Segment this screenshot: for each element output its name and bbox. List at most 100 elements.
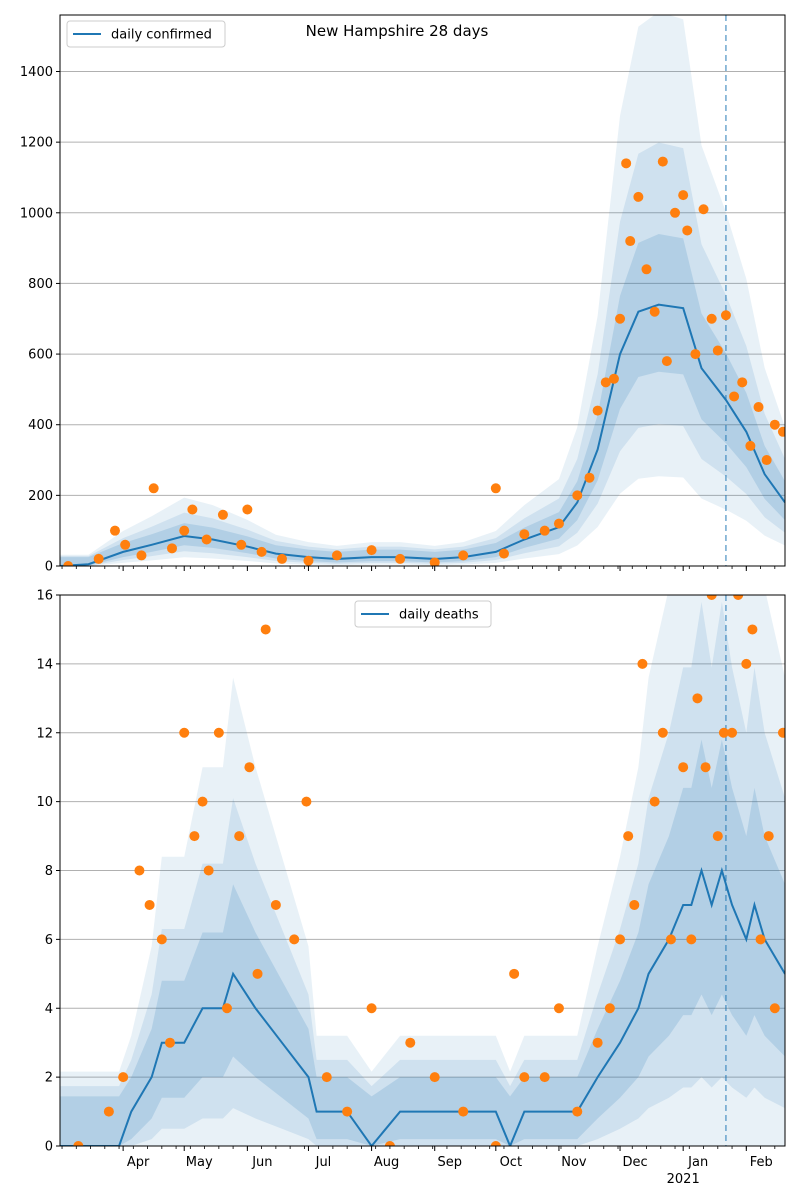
x-tick-label: Jun <box>251 1155 272 1170</box>
confirmed-observed-point <box>572 490 583 501</box>
deaths-uncertainty-bands <box>60 595 785 1146</box>
deaths-observed-point <box>366 1003 377 1014</box>
deaths-observed-point <box>270 899 281 910</box>
confirmed-observed-point <box>729 391 740 402</box>
confirmed-legend: daily confirmed <box>66 20 226 48</box>
deaths-observed-point <box>649 796 660 807</box>
confirmed-observed-point <box>553 518 564 529</box>
deaths-band-1 <box>60 595 785 1146</box>
deaths-legend-box <box>354 600 492 628</box>
deaths-observed-point <box>73 1141 84 1146</box>
deaths-observed-point <box>678 762 689 773</box>
confirmed-observed-point <box>625 236 636 247</box>
deaths-y-tick-label: 8 <box>45 864 53 879</box>
deaths-y-tick-label: 2 <box>45 1071 53 1086</box>
confirmed-observed-point <box>490 483 501 494</box>
deaths-observed-point <box>604 1003 615 1014</box>
deaths-y-tick-label: 0 <box>45 1140 53 1155</box>
deaths-observed-point <box>164 1037 175 1048</box>
x-tick-label: Nov <box>561 1155 587 1170</box>
x-tick-label: Jul <box>315 1155 332 1170</box>
deaths-observed-point <box>509 968 520 979</box>
confirmed-observed-points <box>63 156 785 566</box>
deaths-observed-point <box>156 934 167 945</box>
confirmed-observed-point <box>720 310 731 321</box>
confirmed-observed-point <box>429 557 440 566</box>
deaths-observed-point <box>592 1037 603 1048</box>
confirmed-observed-point <box>706 313 717 324</box>
confirmed-band-2 <box>60 142 785 566</box>
deaths-x-axis: Apr May Jun Jul Aug Sep Oct Nov Dec Jan Feb 2021 <box>61 1146 776 1187</box>
deaths-observed-point <box>763 831 774 842</box>
deaths-observed-point <box>179 727 190 738</box>
deaths-y-axis: 0 2 4 6 8 10 12 14 16 <box>36 589 60 1155</box>
confirmed-observed-point <box>698 204 709 215</box>
confirmed-observed-point <box>600 377 611 388</box>
deaths-legend: daily deaths <box>354 600 492 628</box>
x-tick-label: Oct <box>500 1155 522 1170</box>
deaths-observed-point <box>657 727 668 738</box>
deaths-panel: 0 2 4 6 8 10 12 14 16 Apr May Jun Jul Aug Sep Oct Nov De… <box>36 589 786 1187</box>
confirmed-band-1 <box>60 15 785 566</box>
deaths-observed-point <box>384 1141 395 1146</box>
confirmed-observed-point <box>753 402 764 413</box>
confirmed-observed-point <box>745 440 756 451</box>
deaths-observed-point <box>405 1037 416 1048</box>
confirmed-observed-point <box>633 191 644 202</box>
deaths-observed-point <box>301 796 312 807</box>
confirmed-y-tick-label: 800 <box>28 277 53 292</box>
deaths-y-tick-label: 4 <box>45 1002 53 1017</box>
x-year-label: 2021 <box>667 1172 700 1187</box>
confirmed-line <box>60 303 785 566</box>
deaths-series-line <box>60 866 785 1146</box>
deaths-observed-point <box>252 968 263 979</box>
chart-title: New Hampshire 28 days <box>306 22 489 40</box>
confirmed-observed-point <box>777 426 785 437</box>
deaths-observed-point <box>144 899 155 910</box>
confirmed-observed-point <box>519 529 530 540</box>
deaths-observed-point <box>429 1072 440 1083</box>
confirmed-observed-point <box>187 504 198 515</box>
confirmed-observed-point <box>661 356 672 367</box>
deaths-observed-point <box>203 865 214 876</box>
deaths-y-tick-label: 10 <box>36 795 53 810</box>
deaths-observed-point <box>727 727 738 738</box>
deaths-observed-point <box>741 658 752 669</box>
confirmed-observed-point <box>256 546 267 557</box>
confirmed-x-axis <box>61 566 776 571</box>
deaths-observed-point <box>686 934 697 945</box>
deaths-observed-point <box>572 1106 583 1117</box>
deaths-y-tick-label: 16 <box>36 589 53 604</box>
deaths-observed-point <box>134 865 145 876</box>
confirmed-observed-point <box>109 525 120 536</box>
deaths-observed-point <box>700 762 711 773</box>
deaths-observed-point <box>244 762 255 773</box>
confirmed-observed-point <box>331 550 342 561</box>
confirmed-y-tick-label: 1400 <box>20 65 53 80</box>
deaths-observed-point <box>197 796 208 807</box>
x-tick-label: Aug <box>374 1155 399 1170</box>
confirmed-observed-point <box>63 561 74 566</box>
confirmed-panel: 0 200 400 600 800 1000 1200 1400 New Hampshire … <box>20 14 786 575</box>
confirmed-observed-point <box>761 455 772 466</box>
confirmed-observed-point <box>458 550 469 561</box>
deaths-observed-point <box>747 624 758 635</box>
confirmed-observed-point <box>217 509 228 520</box>
x-tick-label: Feb <box>750 1155 773 1170</box>
deaths-observed-point <box>637 658 648 669</box>
deaths-observed-point <box>490 1141 501 1146</box>
confirmed-observed-point <box>584 472 595 483</box>
confirmed-observed-point <box>592 405 603 416</box>
confirmed-observed-point <box>608 373 619 384</box>
confirmed-observed-point <box>93 553 104 564</box>
deaths-observed-point <box>213 727 224 738</box>
confirmed-y-tick-label: 0 <box>45 560 53 575</box>
confirmed-observed-point <box>690 349 701 360</box>
confirmed-observed-point <box>498 548 509 559</box>
confirmed-observed-point <box>120 539 131 550</box>
confirmed-y-tick-label: 200 <box>28 489 53 504</box>
deaths-observed-point <box>755 934 766 945</box>
confirmed-observed-point <box>682 225 693 236</box>
confirmed-observed-point <box>276 553 287 564</box>
